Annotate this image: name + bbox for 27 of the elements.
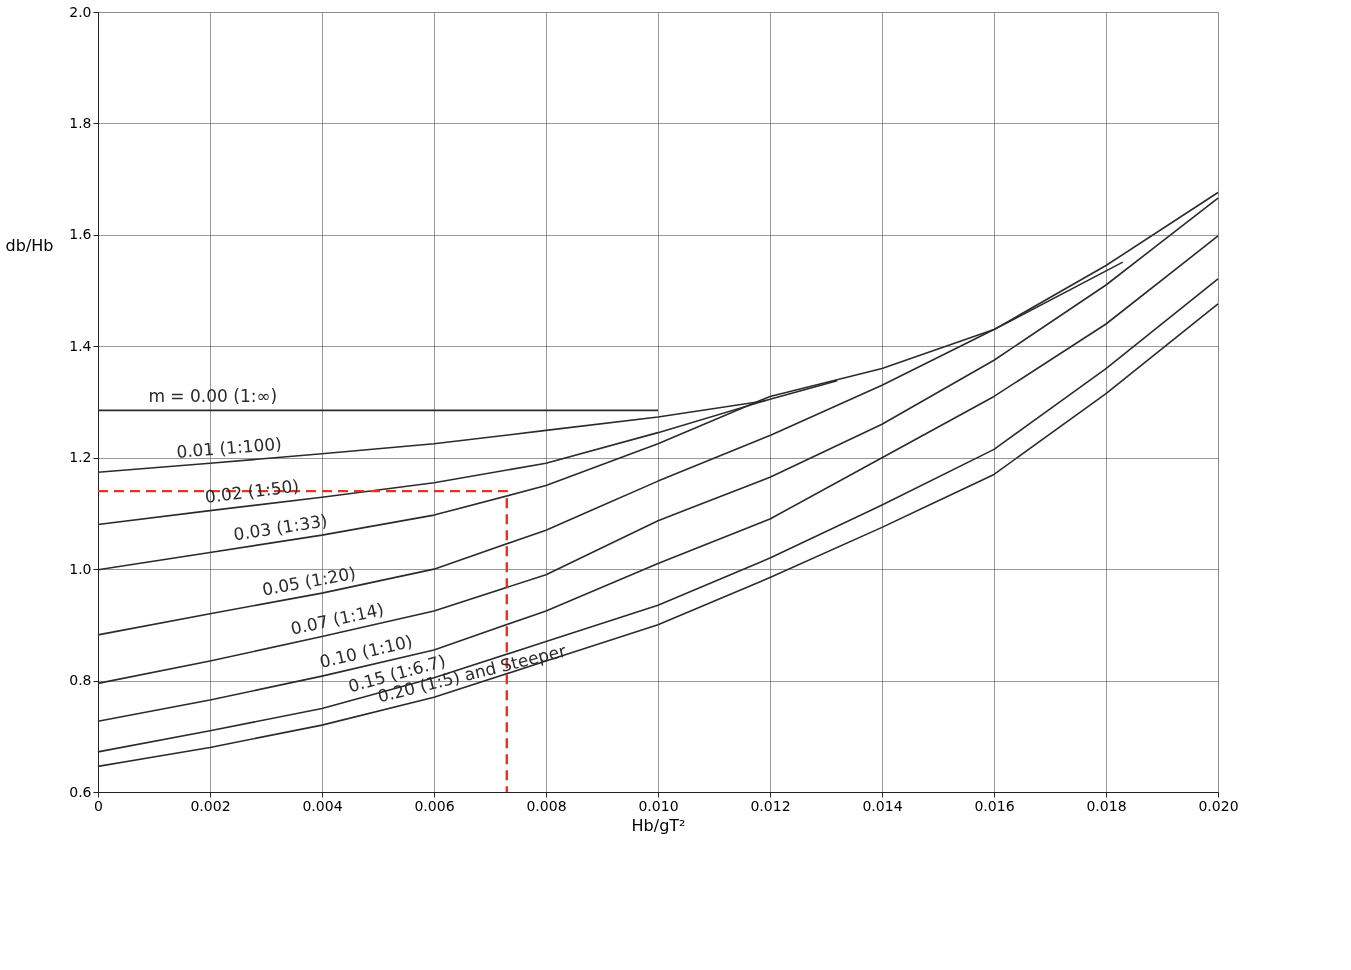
y-tick-label: 1.2 xyxy=(69,449,92,466)
x-tick-label: 0.020 xyxy=(1198,797,1239,814)
y-tick-label: 0.8 xyxy=(69,672,92,689)
y-tick-label: 1.4 xyxy=(69,337,92,354)
series-label: m = 0.00 (1:∞) xyxy=(148,386,278,407)
x-tick-label: 0.018 xyxy=(1086,797,1127,814)
y-tick-label: 1.6 xyxy=(69,226,92,243)
y-tick-label: 2.0 xyxy=(69,3,92,20)
x-tick-label: 0.014 xyxy=(862,797,903,814)
x-tick-label: 0 xyxy=(94,797,103,814)
y-tick-label: 1.0 xyxy=(69,560,92,577)
x-tick-label: 0.010 xyxy=(638,797,679,814)
text: 0.03 (1:33) xyxy=(232,510,329,545)
text: 0.07 (1:14) xyxy=(288,598,386,639)
x-tick-label: 0.008 xyxy=(526,797,567,814)
x-tick-label: 0.004 xyxy=(302,797,343,814)
x-tick-label: 0.002 xyxy=(190,797,231,814)
series-label: 0.01 (1:100) xyxy=(175,433,283,462)
text: 0.02 (1:50) xyxy=(203,475,301,508)
x-tick-label: 0.012 xyxy=(750,797,791,814)
x-axis-title: Hb/gT² xyxy=(631,815,686,835)
x-tick-label: 0.006 xyxy=(414,797,455,814)
y-tick-label: 1.8 xyxy=(69,114,92,131)
text: 0.05 (1:20) xyxy=(260,562,358,600)
y-axis-title: db/Hb xyxy=(5,236,54,256)
y-tick-label: 0.6 xyxy=(69,783,92,800)
x-tick-label: 0.016 xyxy=(974,797,1015,814)
